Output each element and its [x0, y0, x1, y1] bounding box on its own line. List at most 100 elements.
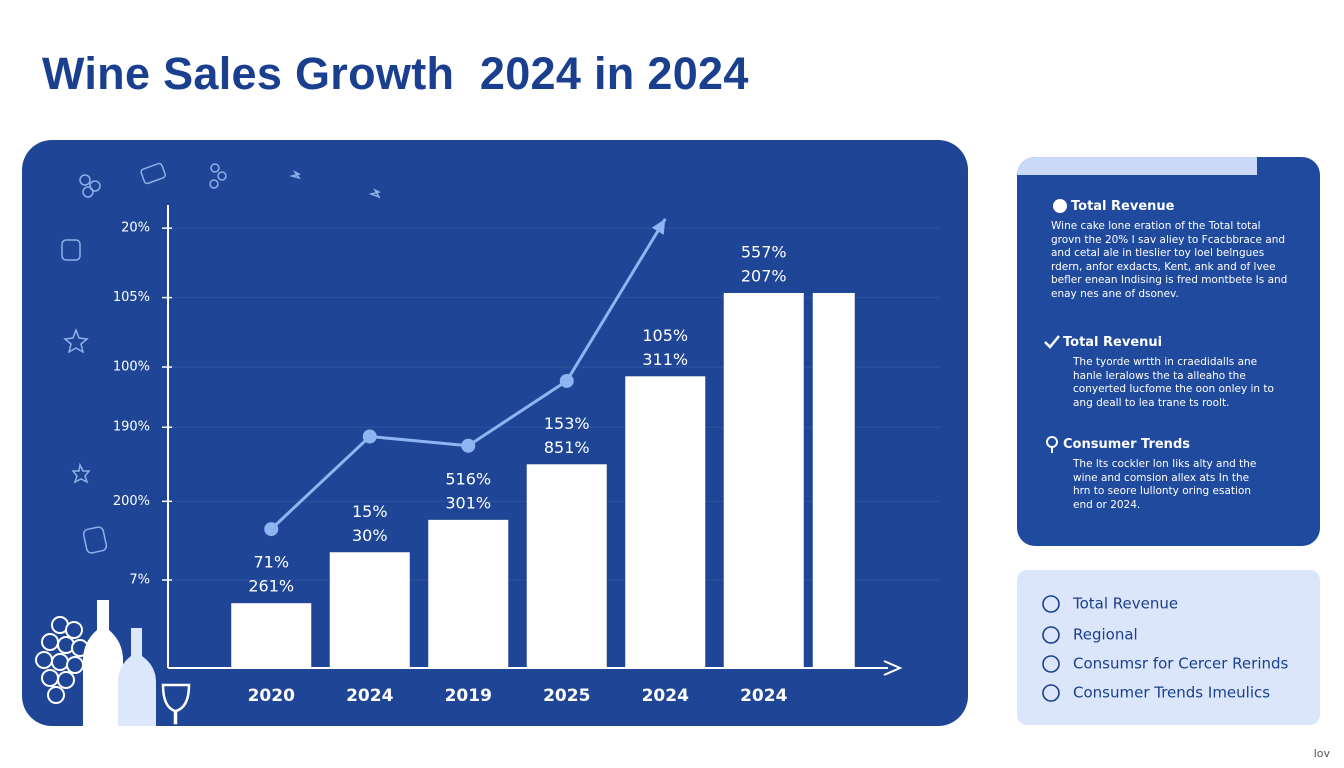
bar — [526, 464, 607, 668]
grape — [47, 686, 65, 704]
y-tick-label: 7% — [129, 573, 150, 588]
info-item: Total Revenue Wine cake lone eration of t… — [1051, 199, 1287, 301]
grape — [41, 633, 59, 651]
bar — [428, 519, 509, 668]
x-axis-arrow — [883, 660, 903, 676]
x-tick-label: 2020 — [248, 686, 295, 706]
grape — [51, 653, 69, 671]
legend-icon — [1042, 684, 1060, 702]
bar-label: 516% — [445, 469, 491, 488]
grape — [66, 656, 84, 674]
legend-label: Consumsr for Cercer Rerinds — [1073, 654, 1289, 673]
trend-point — [559, 373, 574, 388]
legend-icon — [1042, 655, 1060, 673]
icon — [71, 462, 91, 484]
trend-point — [362, 429, 377, 444]
bar-label: 261% — [248, 577, 294, 596]
grape — [57, 671, 75, 689]
icon — [82, 186, 94, 198]
legend-item: Total Revenue — [1041, 594, 1178, 614]
icon — [61, 239, 81, 261]
trend-arrow — [651, 218, 666, 235]
trend-point — [264, 522, 279, 537]
item-icon — [1044, 335, 1060, 349]
item-text: hanle Ieralows the ta alleaho the — [1073, 369, 1246, 382]
y-tick-label: 190% — [113, 420, 150, 435]
side-panel: Total Revenue Wine cake lone eration of t… — [1017, 157, 1320, 546]
bar-label: 30% — [352, 526, 388, 545]
x-tick-label: 2024 — [642, 686, 689, 706]
grapes — [35, 616, 89, 704]
trend-point — [461, 438, 476, 453]
item-text: befler enean Indising is fred montbete I… — [1051, 274, 1288, 286]
footer: lov — [1313, 747, 1330, 760]
x-tick-label: 2025 — [543, 686, 590, 706]
item-text: wine and comsion allex ats In the — [1073, 471, 1250, 484]
legend-panel: Total Revenue Regional Consumsr for Cercer… — [1017, 570, 1320, 725]
item-text: The lts cockler lon Iiks alty and the — [1073, 458, 1257, 470]
x-tick-label: 2024 — [740, 686, 787, 706]
bar-label: 153% — [544, 414, 590, 433]
info-item: Total Revenui The tyorde wrtth in craedid… — [1043, 335, 1274, 410]
item-text: conyerted Iucfome the oon onley in to — [1073, 383, 1274, 395]
icon — [82, 526, 108, 554]
legend-icon — [1042, 595, 1060, 613]
y-tick-label: 200% — [113, 494, 150, 509]
legend-item: Regional — [1041, 625, 1138, 645]
legend-item: Consumer Trends Imeulics — [1041, 683, 1270, 703]
panel-tab — [1017, 157, 1257, 175]
chart-title: Wine Sales Growth 2024 in 2024 — [42, 48, 749, 99]
bar-label: 15% — [352, 502, 388, 521]
bar-label: 301% — [445, 493, 491, 512]
legend-label: Regional — [1073, 625, 1138, 644]
bar-label: 105% — [642, 326, 688, 345]
item-title: Total Revenue — [1071, 199, 1175, 214]
grape — [35, 651, 53, 669]
bar — [231, 603, 312, 668]
bar-label: 311% — [642, 350, 688, 369]
item-text: ang deall to lea trane ts roolt. — [1073, 396, 1230, 409]
item-title: Total Revenui — [1063, 335, 1163, 350]
decor-icons — [61, 162, 382, 554]
bar — [723, 292, 804, 668]
icon — [63, 327, 89, 354]
item-text: and cetal ale in tleslier toy loel belng… — [1051, 247, 1265, 259]
bottle — [83, 600, 123, 726]
item-icon — [1046, 436, 1058, 453]
bar-label: 71% — [253, 553, 289, 572]
legend-label: Consumer Trends Imeulics — [1073, 683, 1271, 702]
icon — [217, 171, 227, 181]
y-tick-label: 105% — [113, 290, 150, 305]
icon — [210, 163, 220, 173]
icon — [140, 162, 166, 185]
item-text: The tyorde wrtth in craedidalls ane — [1073, 356, 1258, 368]
bottle — [118, 628, 156, 726]
grape — [41, 669, 59, 687]
icon — [209, 179, 219, 189]
item-title: Consumer Trends — [1063, 437, 1190, 452]
y-tick-label: 100% — [113, 360, 150, 375]
legend-item: Consumsr for Cercer Rerinds — [1041, 654, 1288, 674]
icon — [79, 174, 91, 186]
info-item: Consumer Trends The lts cockler lon Iiks … — [1043, 436, 1257, 512]
item-text: end or 2024. — [1073, 498, 1141, 511]
grape — [65, 621, 83, 639]
legend-label: Total Revenue — [1073, 594, 1179, 613]
icon — [89, 180, 101, 192]
item-text: Wine cake lone eration of the Total tota… — [1051, 220, 1261, 232]
x-tick-label: 2024 — [346, 686, 393, 706]
bar-label: 207% — [741, 266, 787, 285]
item-text: rdern, anfor exdacts, Kent, ank and of l… — [1051, 260, 1276, 273]
bar — [329, 552, 410, 668]
item-icon — [1053, 199, 1067, 213]
y-tick-label: 20% — [121, 221, 150, 236]
item-text: grovn the 20% I sav aliey to Fcacbbrace … — [1051, 233, 1286, 246]
bar-label: 557% — [741, 242, 787, 261]
item-text: enay nes ane of dsonev. — [1051, 287, 1179, 300]
icon — [289, 170, 382, 199]
item-text: hrn to seore Iullonty oring esation — [1073, 485, 1252, 497]
glass — [161, 683, 191, 725]
